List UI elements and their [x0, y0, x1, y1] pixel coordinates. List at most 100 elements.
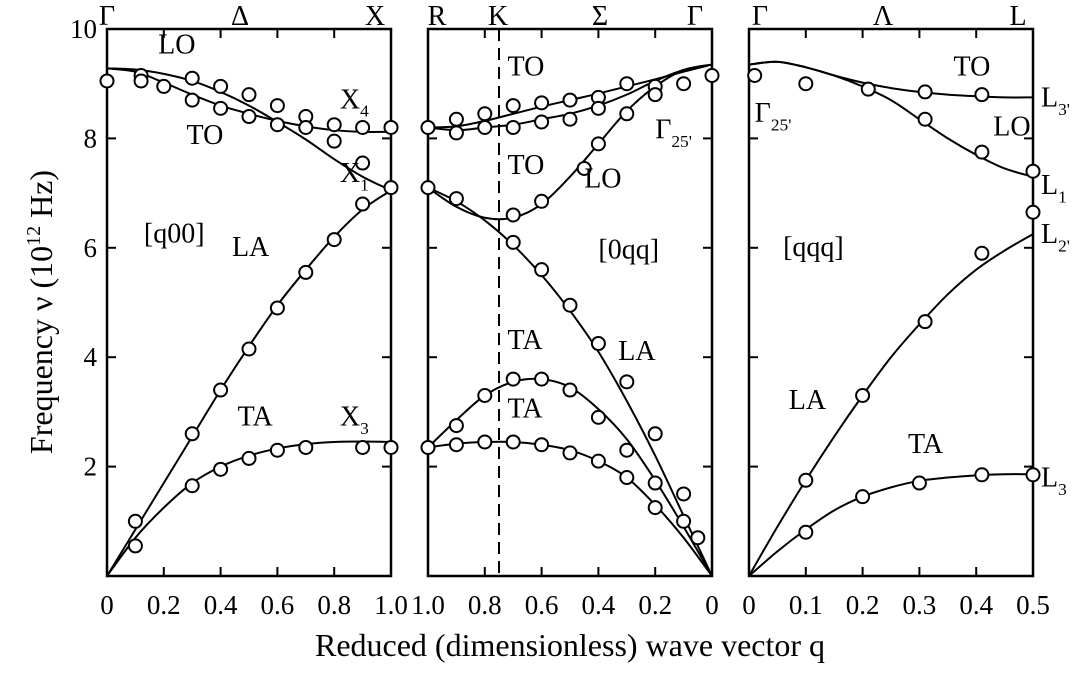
zone-boundary-label: L2' [1041, 219, 1070, 255]
curve-annotation-text: X [340, 158, 360, 189]
x-tick-label: 0.1 [789, 590, 823, 620]
data-point [448, 125, 464, 141]
data-point [704, 67, 720, 83]
data-point [184, 92, 200, 108]
symmetry-point-label: Γ [752, 1, 768, 32]
zone-boundary-label-text: L [1041, 463, 1058, 494]
data-point [911, 475, 927, 491]
data-point [448, 418, 464, 434]
panel-frame [426, 27, 714, 578]
dispersion-curve-ta [427, 377, 713, 577]
x-tick-label: 0.2 [846, 590, 880, 620]
data-point [505, 119, 521, 135]
data-point [534, 437, 550, 453]
data-point [213, 382, 229, 398]
data-point [590, 409, 606, 425]
symmetry-point-label: Γ [687, 1, 703, 32]
x-tick-label: 0.4 [204, 590, 238, 620]
data-point [562, 111, 578, 127]
x-tick-label: 0 [705, 590, 719, 620]
data-point [647, 87, 663, 103]
curve-annotation-text: LO [584, 164, 621, 195]
data-point [298, 119, 314, 135]
dispersion-curve-la [427, 186, 713, 577]
data-point [590, 100, 606, 116]
data-point [269, 300, 285, 316]
zone-boundary-label: L1 [1041, 170, 1067, 206]
data-point [477, 119, 493, 135]
x-tick-label: 0 [742, 590, 756, 620]
dispersion-curve-to [748, 60, 1034, 99]
panel-qqq: 0 0.1 0.2 0.3 0.4 0.5Γ Λ LΓ25'TOLO[qqq]LATAL3'L… [742, 1, 1070, 620]
y-axis-label-exponent: 12 [23, 226, 45, 246]
data-point [269, 98, 285, 114]
zone-boundary-label-subscript: 1 [1058, 187, 1067, 206]
curve-annotation: [qqq] [783, 232, 844, 263]
zone-boundary-label-text: L [1041, 219, 1058, 250]
x-tick-label: 0.6 [261, 590, 295, 620]
data-point [534, 114, 550, 130]
data-point [647, 500, 663, 516]
data-point [505, 434, 521, 450]
x-tick-label: 0.5 [1016, 590, 1050, 620]
data-point [590, 136, 606, 152]
zone-boundary-label-subscript: 3' [1058, 100, 1070, 119]
curve-annotation-text: TA [508, 325, 544, 356]
data-point [505, 98, 521, 114]
data-point [420, 180, 436, 196]
data-point [855, 489, 871, 505]
curve-annotation: [q00] [144, 218, 205, 249]
data-point [241, 450, 257, 466]
symmetry-point-label: R [428, 1, 447, 32]
data-point [184, 70, 200, 86]
data-point [562, 445, 578, 461]
curve-annotation-subscript: 4 [360, 102, 369, 121]
data-point [590, 453, 606, 469]
data-point [355, 439, 371, 455]
symmetry-point-label: K [488, 1, 508, 32]
curve-annotation: TA [508, 393, 544, 424]
data-point [298, 264, 314, 280]
curve-annotation-text: X [340, 402, 360, 433]
data-point [99, 73, 115, 89]
data-point [1025, 204, 1041, 220]
data-point [590, 336, 606, 352]
x-tick-label: 0 [100, 590, 114, 620]
data-point [798, 524, 814, 540]
data-point [505, 207, 521, 223]
dispersion-curve-lo [106, 67, 392, 192]
curve-annotation-subscript: 3 [360, 419, 369, 438]
panel-frame [747, 27, 1035, 578]
data-point [241, 341, 257, 357]
x-tick-label: 1.0 [411, 590, 445, 620]
data-point [156, 78, 172, 94]
data-point [127, 538, 143, 554]
x-axis-label: Reduced (dimensionless) wave vector q [315, 627, 825, 663]
data-point [647, 475, 663, 491]
data-point [974, 467, 990, 483]
zone-boundary-label: L3' [1041, 82, 1070, 118]
data-point [562, 382, 578, 398]
data-point [974, 87, 990, 103]
symmetry-point-label: Σ [592, 1, 608, 32]
x-tick-label: 1.0 [374, 590, 408, 620]
curve-annotation: TA [238, 402, 274, 433]
data-point [213, 461, 229, 477]
curve-annotation: TO [953, 51, 990, 82]
curve-annotation-text: [0qq] [598, 235, 659, 266]
curve-annotation: TO [508, 150, 545, 181]
data-point [505, 234, 521, 250]
data-point [534, 371, 550, 387]
curve-annotation-text: TA [238, 402, 274, 433]
data-point [383, 119, 399, 135]
curve-annotation: X4 [340, 84, 369, 120]
curve-annotation: TO [508, 51, 545, 82]
data-point [1025, 467, 1041, 483]
curve-annotation-text: LO [993, 112, 1030, 143]
data-point [676, 76, 692, 92]
data-point [420, 119, 436, 135]
